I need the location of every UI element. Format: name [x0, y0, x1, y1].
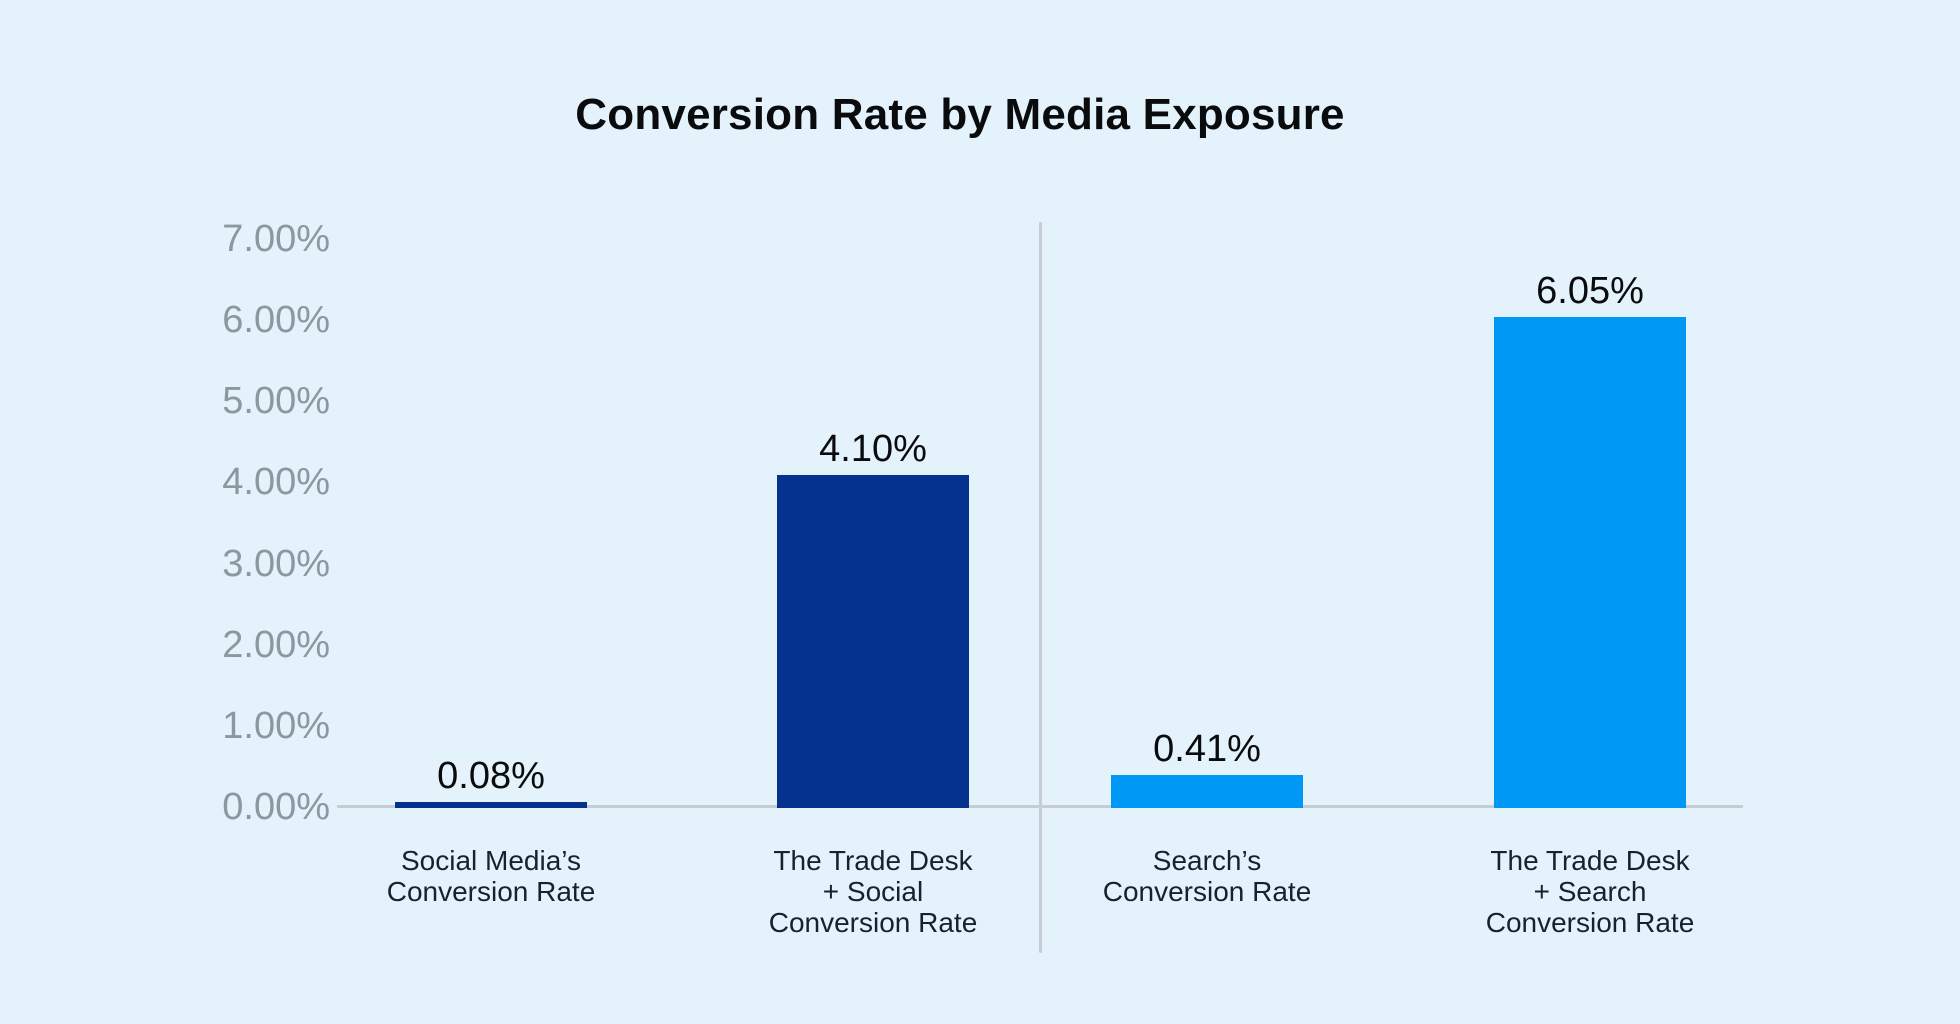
- y-tick-label-2.00%: 2.00%: [222, 624, 330, 666]
- y-tick-label-4.00%: 4.00%: [222, 461, 330, 503]
- group-divider-line: [1039, 222, 1042, 953]
- y-tick-label-3.00%: 3.00%: [222, 543, 330, 585]
- y-tick-label-1.00%: 1.00%: [222, 705, 330, 747]
- value-label-social-media-conversion-rate: 0.08%: [437, 755, 545, 797]
- value-label-trade-desk-plus-search-conversion-rate: 6.05%: [1536, 270, 1644, 312]
- chart-title: Conversion Rate by Media Exposure: [575, 90, 1345, 139]
- value-label-trade-desk-plus-social-conversion-rate: 4.10%: [819, 428, 927, 470]
- bar-search-conversion-rate: [1111, 775, 1303, 808]
- y-tick-label-6.00%: 6.00%: [222, 299, 330, 341]
- y-tick-label-5.00%: 5.00%: [222, 380, 330, 422]
- y-tick-label-7.00%: 7.00%: [222, 218, 330, 260]
- y-tick-label-0.00%: 0.00%: [222, 786, 330, 828]
- category-label-social-media-conversion-rate: Social Media’s Conversion Rate: [386, 845, 596, 907]
- bar-trade-desk-plus-social-conversion-rate: [777, 475, 969, 808]
- category-label-trade-desk-plus-social-conversion-rate: The Trade Desk + Social Conversion Rate: [768, 845, 978, 938]
- category-label-trade-desk-plus-search-conversion-rate: The Trade Desk + Search Conversion Rate: [1485, 845, 1695, 938]
- category-label-search-conversion-rate: Search’s Conversion Rate: [1102, 845, 1312, 907]
- value-label-search-conversion-rate: 0.41%: [1153, 728, 1261, 770]
- bar-trade-desk-plus-search-conversion-rate: [1494, 317, 1686, 808]
- bar-social-media-conversion-rate: [395, 802, 587, 808]
